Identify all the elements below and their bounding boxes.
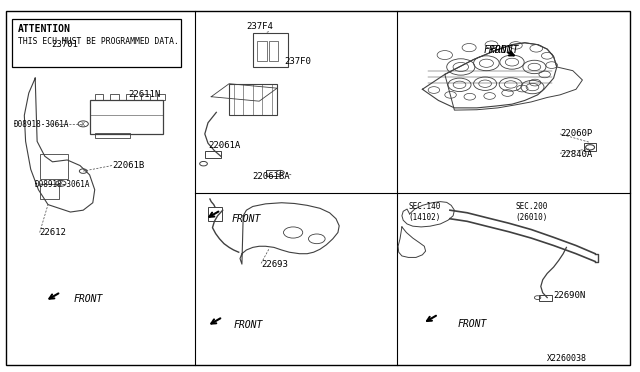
Bar <box>253 33 288 67</box>
Text: (26010): (26010) <box>515 213 548 222</box>
Bar <box>205 151 221 158</box>
Text: FRONT: FRONT <box>74 295 103 304</box>
Bar <box>90 100 163 134</box>
Text: FRONT: FRONT <box>232 215 261 224</box>
Text: 22693: 22693 <box>261 260 288 269</box>
Text: SEC.140: SEC.140 <box>408 202 441 211</box>
Text: ATTENTION: ATTENTION <box>18 24 71 34</box>
Text: THIS ECU MUST BE PROGRAMMED DATA.: THIS ECU MUST BE PROGRAMMED DATA. <box>18 37 179 46</box>
Bar <box>229 84 277 115</box>
Text: x: x <box>81 121 85 127</box>
Text: 23701: 23701 <box>51 40 78 49</box>
Text: SEC.200: SEC.200 <box>515 202 548 211</box>
Text: FRONT: FRONT <box>490 45 519 55</box>
Text: X2260038: X2260038 <box>547 355 588 363</box>
Text: Ð08918-3061A: Ð08918-3061A <box>14 120 70 129</box>
Text: 22061A: 22061A <box>209 141 241 150</box>
Bar <box>266 170 280 176</box>
Text: 22061BA: 22061BA <box>253 172 291 181</box>
Bar <box>95 94 103 100</box>
Text: FRONT: FRONT <box>234 321 263 330</box>
Bar <box>141 94 150 100</box>
Bar <box>584 143 596 151</box>
Bar <box>539 295 552 301</box>
Bar <box>125 94 134 100</box>
Bar <box>95 133 130 138</box>
Bar <box>208 207 222 221</box>
Text: 22061B: 22061B <box>112 161 144 170</box>
Bar <box>40 154 68 179</box>
Bar <box>257 41 267 61</box>
Text: FRONT: FRONT <box>483 45 513 55</box>
Text: 22612: 22612 <box>40 228 67 237</box>
Bar <box>12 19 181 67</box>
Text: 22060P: 22060P <box>560 129 592 138</box>
Bar <box>157 94 165 100</box>
Text: Ð08918-3061A: Ð08918-3061A <box>35 180 91 189</box>
Text: 22690N: 22690N <box>554 291 586 300</box>
Text: (14102): (14102) <box>408 213 441 222</box>
Bar <box>269 41 278 61</box>
Text: 22840A: 22840A <box>560 150 592 159</box>
Bar <box>40 184 59 199</box>
Text: x: x <box>59 180 63 186</box>
Text: 22611N: 22611N <box>128 90 160 99</box>
Text: FRONT: FRONT <box>458 319 487 328</box>
Text: 237F4: 237F4 <box>246 22 273 31</box>
Bar <box>110 94 118 100</box>
Text: 237F0: 237F0 <box>285 57 312 66</box>
